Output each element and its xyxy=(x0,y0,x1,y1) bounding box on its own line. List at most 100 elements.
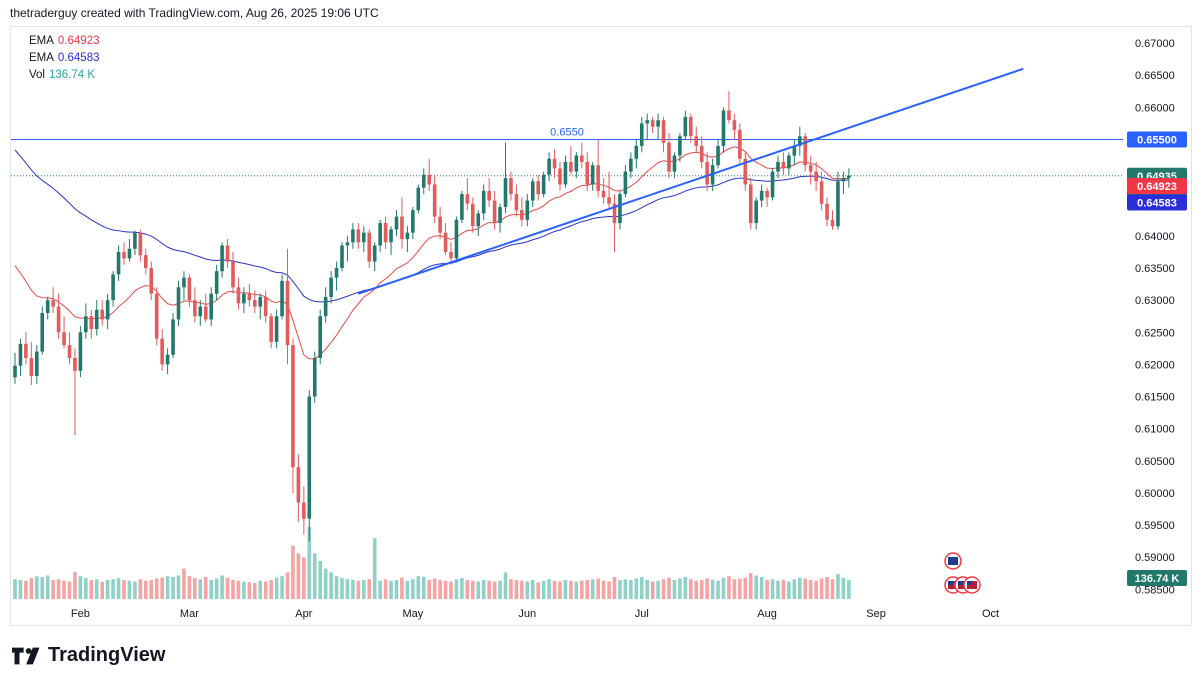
candle-body xyxy=(247,293,252,301)
price-tick-label: 0.59000 xyxy=(1135,552,1175,564)
volume-bar xyxy=(639,576,644,599)
event-markers[interactable] xyxy=(944,552,981,594)
candle xyxy=(94,300,99,336)
candle-body xyxy=(558,168,562,185)
candle-body xyxy=(618,194,622,224)
ema-fast-price-tag: 0.64923 xyxy=(1127,177,1187,194)
volume-bar xyxy=(590,579,595,599)
price-axis[interactable]: 0.670000.665000.660000.655000.650000.645… xyxy=(1135,38,1175,596)
volume-bar xyxy=(580,580,584,599)
candle xyxy=(629,152,633,179)
candle xyxy=(672,152,677,179)
candle-body xyxy=(476,213,481,227)
volume-bar xyxy=(759,576,764,599)
candle-body xyxy=(24,343,28,358)
volume-bar xyxy=(187,576,192,599)
candle-body xyxy=(612,203,617,224)
candle-body xyxy=(465,194,470,204)
candle-body xyxy=(661,120,666,143)
candlestick-chart[interactable]: 0.6550 0.670000.665000.660000.655000.650… xyxy=(11,27,1191,625)
candle xyxy=(776,155,780,179)
candle xyxy=(547,152,551,182)
candle-body xyxy=(634,145,639,159)
candle-body xyxy=(536,181,540,195)
candle-body xyxy=(18,343,23,366)
candle xyxy=(394,210,399,236)
candle xyxy=(847,168,851,188)
candle xyxy=(781,152,786,175)
candle-body xyxy=(165,354,170,365)
volume-bar xyxy=(449,581,453,599)
candle-body xyxy=(171,319,175,355)
candle xyxy=(416,184,421,214)
candle xyxy=(465,178,470,211)
candle xyxy=(574,152,579,179)
candle-body xyxy=(678,136,682,156)
candle-body xyxy=(721,110,726,146)
volume-bar xyxy=(193,578,197,599)
candle xyxy=(667,133,671,179)
horizontal-level[interactable]: 0.6550 xyxy=(11,126,1123,140)
candle xyxy=(149,261,154,301)
candle-body xyxy=(84,316,88,333)
tradingview-brand[interactable]: TradingView xyxy=(12,644,165,667)
candle-body xyxy=(258,296,263,307)
legend-ema-slow[interactable]: EMA 0.64583 xyxy=(29,52,100,64)
volume-bar xyxy=(520,580,524,599)
candle xyxy=(84,303,88,339)
candle xyxy=(323,287,328,323)
candle xyxy=(351,223,355,249)
candle xyxy=(634,139,639,169)
candle xyxy=(427,158,431,191)
candle-body xyxy=(51,300,55,307)
candle xyxy=(411,206,415,240)
candle-body xyxy=(356,229,361,243)
time-tick-label: Feb xyxy=(71,608,90,620)
trendline[interactable] xyxy=(358,67,1024,295)
candle-body xyxy=(525,200,530,220)
candle xyxy=(841,171,846,195)
candle xyxy=(743,152,748,191)
volume-bar xyxy=(825,576,829,599)
volume-bar xyxy=(732,579,737,599)
candle-body xyxy=(312,357,317,397)
volume-bar xyxy=(705,578,709,599)
candle-body xyxy=(302,502,306,519)
candle-body xyxy=(514,194,519,211)
candle-body xyxy=(841,178,846,182)
price-tick-label: 0.63500 xyxy=(1135,263,1175,275)
chart-pane[interactable]: 0.6550 0.670000.665000.660000.655000.650… xyxy=(10,26,1192,626)
candle xyxy=(225,239,230,269)
candle-body xyxy=(13,365,17,378)
candle-body xyxy=(650,120,655,127)
candle-body xyxy=(716,145,720,166)
candle xyxy=(111,271,115,307)
candle xyxy=(596,139,600,198)
volume-bar xyxy=(389,580,393,599)
candle xyxy=(133,230,137,256)
volume-bar xyxy=(214,578,219,599)
volume-bar xyxy=(165,576,170,599)
time-axis[interactable]: Feb Mar Apr May Jun Jul Aug Sep Oct xyxy=(71,608,999,620)
volume-bar xyxy=(481,580,486,599)
candle-body xyxy=(552,158,557,169)
legend-volume[interactable]: Vol 136.74 K xyxy=(29,69,95,81)
candle xyxy=(607,171,611,211)
volume-bar xyxy=(89,580,94,599)
candle xyxy=(247,284,252,307)
candle-body xyxy=(160,338,164,365)
legend-ema-fast[interactable]: EMA 0.64923 xyxy=(29,35,100,47)
volume-bar xyxy=(689,579,693,599)
candle-body xyxy=(585,161,590,185)
candle xyxy=(291,338,295,493)
candle-body xyxy=(509,178,513,195)
volume-bar xyxy=(318,561,322,599)
volume-bar xyxy=(334,576,339,599)
candle-body xyxy=(78,332,83,371)
candle-body xyxy=(503,178,508,207)
volume-bar xyxy=(362,580,366,599)
ema-slow-price-tag-text: 0.64583 xyxy=(1137,197,1177,209)
volume-bar xyxy=(808,580,813,599)
legend-volume-value: 136.74 K xyxy=(49,69,96,81)
volume-bar xyxy=(122,580,126,599)
